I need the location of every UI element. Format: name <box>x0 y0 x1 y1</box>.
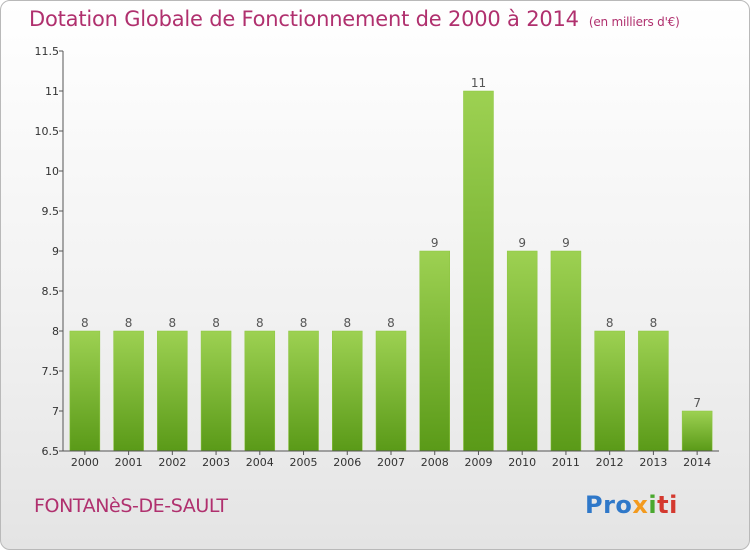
bar <box>332 330 363 452</box>
y-tick-label: 7.5 <box>42 365 60 378</box>
data-label: 9 <box>431 236 439 250</box>
x-tick-label: 2013 <box>639 456 667 469</box>
bar <box>638 330 669 452</box>
y-tick-label: 9.5 <box>42 205 60 218</box>
place-name: FONTANèS-DE-SAULT <box>34 495 228 517</box>
chart-title-text: Dotation Globale de Fonctionnement de 20… <box>29 7 579 31</box>
data-label: 8 <box>81 316 89 330</box>
bar <box>288 330 319 452</box>
y-tick-label: 10.5 <box>35 125 60 138</box>
bar <box>200 330 232 452</box>
bars-group: 8 8 8 8 8 8 8 8 9 11 9 9 8 8 7 <box>69 76 713 452</box>
x-tick-label: 2004 <box>246 456 274 469</box>
bar <box>69 330 101 452</box>
x-tick-label: 2014 <box>683 456 711 469</box>
x-tick-label: 2002 <box>158 456 186 469</box>
data-label: 9 <box>518 236 526 250</box>
bar <box>375 330 407 452</box>
axes-group: 6.5 7 7.5 8 8.5 9 9.5 10 10.5 11 11.5 2000 2001 2002 2… <box>35 45 719 469</box>
data-label: 8 <box>125 316 133 330</box>
logo-part-1: Pro <box>585 491 633 519</box>
y-tick-label: 8 <box>52 325 59 338</box>
chart-title: Dotation Globale de Fonctionnement de 20… <box>29 7 680 31</box>
x-tick-label: 2012 <box>596 456 624 469</box>
data-label: 8 <box>256 316 264 330</box>
bar <box>681 410 713 452</box>
bar <box>463 90 494 452</box>
data-label: 8 <box>606 316 614 330</box>
x-tick-label: 2008 <box>421 456 449 469</box>
data-label: 8 <box>300 316 308 330</box>
data-label: 11 <box>471 76 486 90</box>
bar <box>157 330 188 452</box>
data-label: 8 <box>650 316 658 330</box>
x-tick-label: 2003 <box>202 456 230 469</box>
logo-part-2: x <box>632 491 649 519</box>
y-tick-label: 8.5 <box>42 285 60 298</box>
bar <box>244 330 276 452</box>
bar <box>550 250 582 452</box>
bar <box>594 330 625 452</box>
y-tick-label: 7 <box>52 405 59 418</box>
x-tick-label: 2011 <box>552 456 580 469</box>
y-tick-label: 11 <box>45 85 59 98</box>
x-tick-label: 2010 <box>508 456 536 469</box>
x-tick-label: 2000 <box>71 456 99 469</box>
y-tick-label: 6.5 <box>42 445 60 458</box>
proxiti-logo: Proxiti <box>585 491 678 519</box>
logo-part-3: i <box>648 491 658 519</box>
y-tick-label: 10 <box>45 165 59 178</box>
data-label: 9 <box>562 236 570 250</box>
x-tick-label: 2009 <box>464 456 492 469</box>
data-label: 8 <box>169 316 177 330</box>
bar <box>419 250 450 452</box>
bar <box>113 330 144 452</box>
bar <box>506 250 538 452</box>
x-tick-label: 2006 <box>333 456 361 469</box>
data-label: 8 <box>212 316 220 330</box>
x-tick-label: 2001 <box>115 456 143 469</box>
data-label: 8 <box>387 316 395 330</box>
x-tick-label: 2005 <box>290 456 318 469</box>
y-tick-label: 11.5 <box>35 45 60 58</box>
logo-part-4: ti <box>657 491 678 519</box>
chart-subtitle: (en milliers d'€) <box>588 15 680 29</box>
y-tick-label: 9 <box>52 245 59 258</box>
data-label: 7 <box>693 396 701 410</box>
x-tick-label: 2007 <box>377 456 405 469</box>
data-label: 8 <box>343 316 351 330</box>
